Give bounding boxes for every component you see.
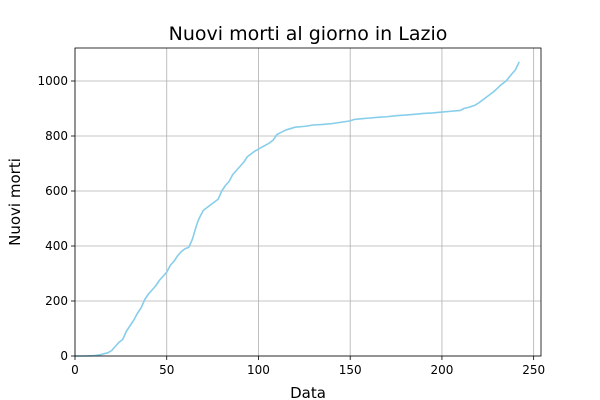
grid — [74, 48, 541, 357]
x-tick-label: 0 — [71, 363, 79, 377]
series-line — [74, 61, 520, 357]
x-tick-label: 200 — [430, 363, 453, 377]
chart-title: Nuovi morti al giorno in Lazio — [169, 23, 448, 45]
y-tick-label: 1000 — [37, 74, 68, 88]
y-tick-label: 0 — [60, 349, 68, 363]
series-layer — [74, 61, 520, 357]
y-tick-label: 600 — [45, 184, 68, 198]
x-tick-label: 250 — [522, 363, 545, 377]
x-tick-label: 100 — [247, 363, 270, 377]
axis-ticks: 0 50 100 150 200 250 0 200 400 600 800 1000 — [37, 74, 545, 377]
plot-frame — [74, 47, 542, 357]
x-tick-label: 150 — [339, 363, 362, 377]
y-axis-label: Nuovi morti — [6, 158, 24, 246]
y-tick-label: 800 — [45, 129, 68, 143]
y-tick-label: 200 — [45, 294, 68, 308]
y-tick-label: 400 — [45, 239, 68, 253]
x-tick-label: 50 — [159, 363, 174, 377]
x-axis-label: Data — [290, 384, 326, 400]
